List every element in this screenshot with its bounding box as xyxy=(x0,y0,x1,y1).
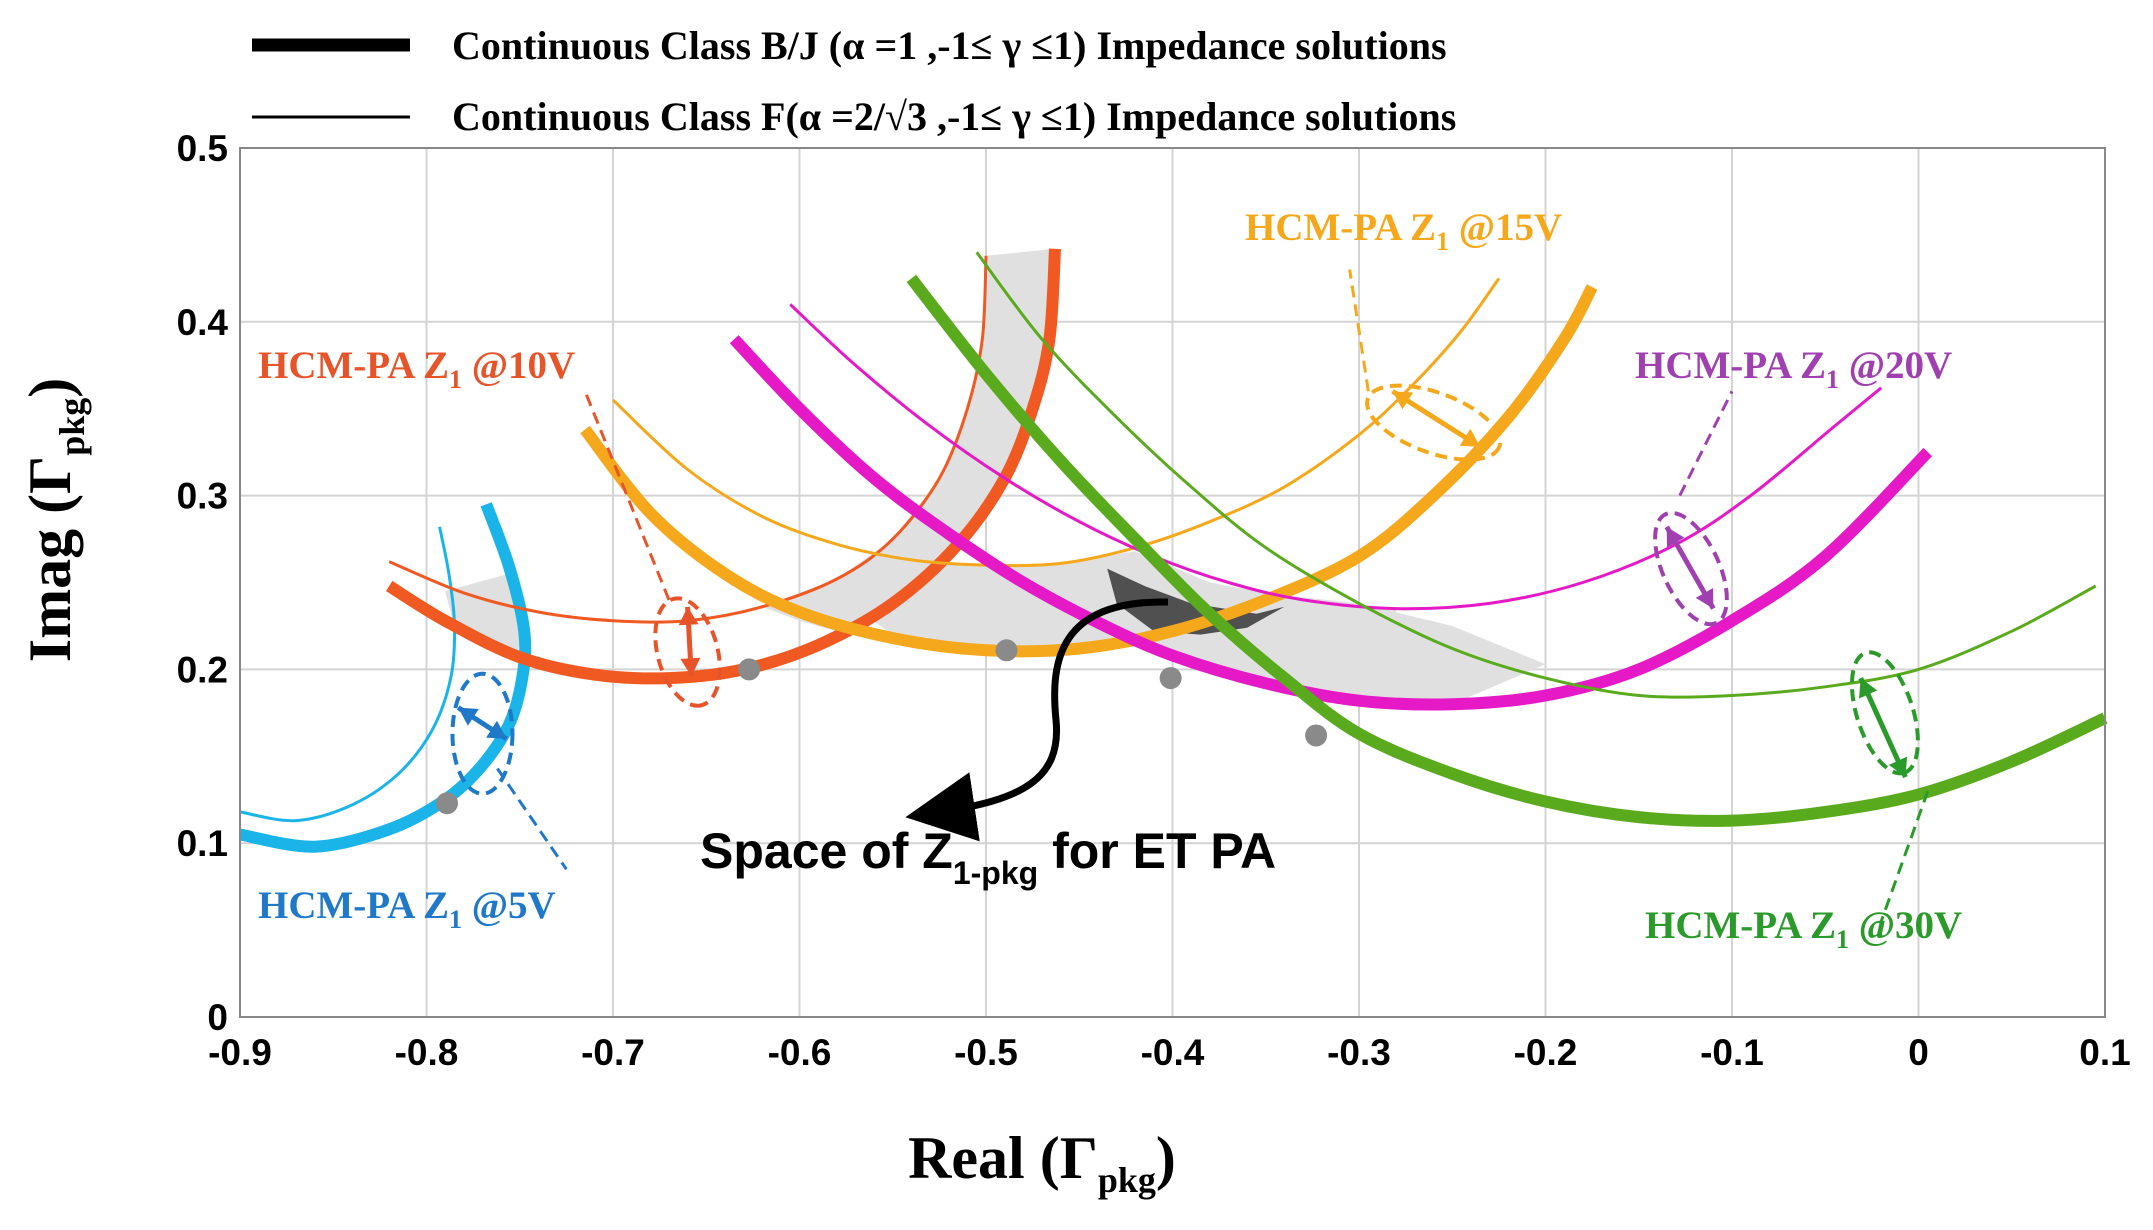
gray-marker-10v xyxy=(738,658,761,681)
x-tick-label: -0.3 xyxy=(1327,1032,1391,1073)
x-tick-label: 0 xyxy=(1908,1032,1929,1073)
space-arrow xyxy=(905,598,1169,842)
class-f-curve-10v xyxy=(388,255,988,624)
legend-label-bj: Continuous Class B/J (α =1 ,-1≤ γ ≤1) Im… xyxy=(452,23,1447,68)
x-axis-title: Real (Γpkg) xyxy=(908,1125,1176,1200)
annot-15v: HCM-PA Z1 @15V xyxy=(1245,206,1562,256)
callout-5v xyxy=(450,671,568,871)
dashed-leader-5v xyxy=(496,767,568,871)
y-tick-label: 0.3 xyxy=(177,476,228,517)
class-bj-curve-5v xyxy=(238,502,532,853)
class-bj-curve-15v xyxy=(580,284,1598,658)
arrowhead-20v xyxy=(1695,588,1714,609)
y-tick-label: 0.4 xyxy=(177,302,229,343)
legend: Continuous Class B/J (α =1 ,-1≤ γ ≤1) Im… xyxy=(252,23,1456,139)
arrowhead-30v xyxy=(1859,678,1878,699)
class-bj-curve-30v xyxy=(906,274,2108,827)
class-bj-curve-10v xyxy=(386,248,1061,685)
double-arrow-30v xyxy=(1858,677,1908,779)
class-bj-curve-20v xyxy=(729,335,1933,711)
x-tick-label: 0.1 xyxy=(2079,1032,2130,1073)
annot-10v: HCM-PA Z1 @10V xyxy=(258,344,575,394)
series-curves xyxy=(238,248,2108,853)
arrowhead-20v xyxy=(1666,526,1685,548)
space-label: Space of Z1-pkg for ET PA xyxy=(700,823,1276,891)
arrowhead-5v xyxy=(486,720,507,739)
x-tick-label: -0.5 xyxy=(954,1032,1018,1073)
dashed-leader-20v xyxy=(1678,390,1734,497)
callout-15v xyxy=(1348,269,1503,462)
tick-labels: -0.9 -0.8 -0.7 -0.6 -0.5 -0.4 -0.3 -0.2 -0.1 0 0.1… xyxy=(177,128,2131,1073)
dashed-ellipse-10v xyxy=(653,596,722,708)
dark-region xyxy=(1107,568,1285,635)
gray-marker-20v xyxy=(1159,667,1182,690)
arrowhead-30v xyxy=(1888,756,1908,778)
light-region xyxy=(445,573,524,661)
class-f-curve-30v xyxy=(975,251,2097,699)
x-tick-label: -0.9 xyxy=(208,1032,272,1073)
class-f-curve-5v xyxy=(239,526,457,823)
y-tick-label: 0.5 xyxy=(177,128,228,169)
arrowhead-15v xyxy=(1459,428,1481,447)
y-tick-label: 0.2 xyxy=(177,649,228,690)
dashed-leader-15v xyxy=(1348,269,1370,392)
annot-20v: HCM-PA Z1 @20V xyxy=(1635,344,1952,394)
dashed-ellipse-30v xyxy=(1849,650,1920,776)
gray-marker-5v xyxy=(436,792,459,815)
arrowhead-10v xyxy=(678,606,699,626)
dashed-ellipse-5v xyxy=(450,671,515,796)
x-tick-label: -0.4 xyxy=(1141,1032,1205,1073)
arrowhead-10v xyxy=(680,657,701,677)
x-tick-label: -0.7 xyxy=(581,1032,645,1073)
plot-frame xyxy=(239,147,2106,1018)
shaded-regions xyxy=(445,248,1546,705)
gray-marker-15v xyxy=(995,639,1018,662)
x-tick-label: -0.6 xyxy=(768,1032,832,1073)
arrowhead-5v xyxy=(458,707,479,726)
dashed-leader-30v xyxy=(1879,790,1930,922)
legend-label-f: Continuous Class F(α =2/√3 ,-1≤ γ ≤1) Im… xyxy=(452,94,1456,139)
dashed-ellipse-20v xyxy=(1653,510,1729,627)
gray-marker-30v xyxy=(1305,724,1328,747)
annot-30v: HCM-PA Z1 @30V xyxy=(1645,904,1962,954)
callout-30v xyxy=(1849,650,1930,922)
callout-10v xyxy=(583,390,722,708)
callouts xyxy=(450,269,1930,922)
x-tick-label: -0.1 xyxy=(1700,1032,1764,1073)
class-f-curve-20v xyxy=(789,303,1883,611)
x-tick-label: -0.2 xyxy=(1514,1032,1578,1073)
y-axis-title: Imag (Γpkg) xyxy=(17,378,92,663)
callout-20v xyxy=(1653,390,1734,627)
dashed-ellipse-15v xyxy=(1365,383,1503,462)
y-tick-label: 0 xyxy=(207,997,228,1038)
y-tick-label: 0.1 xyxy=(177,823,228,864)
gray-markers xyxy=(436,639,1328,815)
x-tick-label: -0.8 xyxy=(395,1032,459,1073)
light-region xyxy=(1097,568,1546,705)
arrowhead-15v xyxy=(1392,391,1414,410)
annot-5v: HCM-PA Z1 @5V xyxy=(258,884,556,934)
